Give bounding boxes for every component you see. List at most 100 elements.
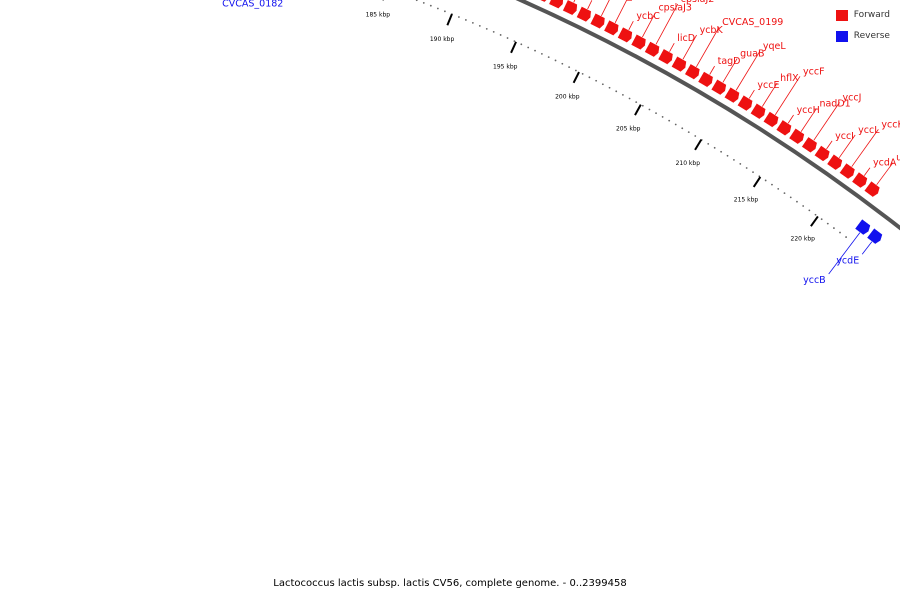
gene-leader-line bbox=[669, 42, 675, 53]
gene-feature[interactable] bbox=[562, 0, 578, 16]
gene-label: ycbC bbox=[636, 11, 660, 22]
minor-tick-dot bbox=[608, 86, 611, 89]
major-tick bbox=[694, 139, 703, 151]
gene-feature[interactable] bbox=[548, 0, 564, 9]
minor-tick-dot bbox=[622, 93, 624, 96]
legend-forward: Forward bbox=[835, 8, 890, 22]
gene-feature[interactable] bbox=[617, 26, 633, 43]
gene-feature[interactable] bbox=[788, 127, 805, 145]
gene-feature[interactable] bbox=[657, 48, 674, 65]
gene-leader-line bbox=[851, 129, 879, 168]
gene-leader-line bbox=[876, 162, 894, 186]
minor-tick-dot bbox=[674, 123, 677, 126]
minor-tick-dot bbox=[527, 46, 530, 49]
gene-feature[interactable] bbox=[644, 41, 660, 58]
gene-label: cpslaJ2 bbox=[681, 0, 715, 5]
gene-label: yccH bbox=[797, 105, 820, 116]
minor-tick-dot bbox=[485, 27, 488, 30]
gene-feature[interactable] bbox=[684, 63, 701, 80]
gene-feature[interactable] bbox=[775, 119, 792, 137]
gene-feature[interactable] bbox=[736, 94, 753, 112]
gene-leader-line bbox=[838, 134, 856, 159]
gene-label: yccL bbox=[858, 125, 880, 136]
gene-leader-line bbox=[787, 114, 794, 124]
gene-leader-line bbox=[722, 58, 738, 83]
minor-tick-dot bbox=[720, 150, 723, 153]
minor-tick-dot bbox=[499, 34, 502, 36]
minor-tick-dot bbox=[687, 131, 690, 134]
tick-label: 195 kbp bbox=[493, 64, 518, 71]
tick-label: 215 kbp bbox=[734, 197, 759, 204]
gene-feature[interactable] bbox=[866, 227, 883, 245]
gene-label: yccJ bbox=[843, 92, 862, 103]
gene-feature[interactable] bbox=[863, 180, 881, 198]
minor-tick-dot bbox=[492, 30, 495, 33]
gene-leader-line bbox=[863, 167, 871, 177]
minor-tick-dot bbox=[534, 49, 536, 52]
gene-leader-line bbox=[774, 76, 801, 116]
gene-feature[interactable] bbox=[576, 6, 592, 23]
gene-feature[interactable] bbox=[710, 78, 727, 96]
gene-label: hflX bbox=[780, 73, 799, 84]
gene-leader-line bbox=[709, 65, 715, 75]
tick-label: 210 kbp bbox=[676, 160, 701, 167]
major-ticks: 160 kbp165 kbp170 kbp175 kbp180 kbp185 k… bbox=[366, 0, 819, 243]
gene-label: guaB bbox=[740, 49, 764, 60]
tick-label: 200 kbp bbox=[555, 93, 580, 100]
gene-feature[interactable] bbox=[854, 218, 871, 236]
minor-tick-dot bbox=[443, 10, 446, 13]
gene-leader-line bbox=[813, 102, 840, 141]
tick-label: 205 kbp bbox=[616, 125, 641, 132]
major-tick bbox=[572, 71, 580, 84]
gene-label: CVCAS_0188 bbox=[595, 0, 656, 1]
minor-tick-dot bbox=[601, 83, 604, 86]
minor-tick-dot bbox=[648, 108, 651, 111]
gene-feature[interactable] bbox=[589, 12, 606, 29]
gene-feature[interactable] bbox=[826, 153, 843, 171]
minor-tick-dot bbox=[429, 4, 432, 7]
gene-feature[interactable] bbox=[535, 0, 550, 3]
gene-label: cpslaJ3 bbox=[658, 3, 692, 14]
minor-tick-dot bbox=[694, 135, 697, 137]
tick-label: 220 kbp bbox=[791, 236, 816, 243]
gene-feature[interactable] bbox=[697, 71, 714, 88]
minor-tick-dot bbox=[574, 69, 577, 72]
gene-feature[interactable] bbox=[801, 136, 818, 154]
gene-label: licD bbox=[677, 33, 695, 44]
gene-leader-line bbox=[735, 51, 761, 91]
gene-feature[interactable] bbox=[839, 162, 856, 180]
gene-leader-line bbox=[600, 0, 610, 17]
gene-feature[interactable] bbox=[749, 102, 767, 120]
gene-label: ycdE bbox=[836, 255, 859, 266]
legend-reverse-swatch bbox=[835, 30, 848, 42]
minor-tick-dot bbox=[833, 227, 835, 229]
gene-feature[interactable] bbox=[851, 171, 868, 189]
gene-features[interactable] bbox=[7, 0, 883, 245]
minor-tick-dot bbox=[808, 209, 811, 212]
minor-tick-dot bbox=[733, 158, 735, 161]
major-tick bbox=[510, 41, 517, 54]
minor-tick-dot bbox=[771, 183, 773, 186]
gene-leader-line bbox=[695, 26, 720, 68]
minor-tick-dot bbox=[655, 112, 657, 115]
gene-label: yccB bbox=[803, 275, 826, 286]
gene-feature[interactable] bbox=[762, 111, 779, 128]
gene-feature[interactable] bbox=[813, 145, 831, 162]
minor-tick-dot bbox=[745, 167, 748, 169]
minor-tick-dot bbox=[547, 56, 550, 59]
legend-forward-label: Forward bbox=[853, 10, 890, 20]
gene-feature[interactable] bbox=[630, 33, 647, 51]
minor-tick-dot bbox=[783, 192, 786, 195]
gene-feature[interactable] bbox=[671, 55, 687, 73]
gene-leader-line bbox=[826, 140, 833, 150]
minor-tick-dot bbox=[796, 200, 798, 203]
legend-forward-swatch bbox=[835, 9, 848, 21]
minor-tick-dot bbox=[713, 146, 716, 149]
gene-feature[interactable] bbox=[603, 19, 620, 36]
gene-feature[interactable] bbox=[723, 86, 740, 104]
minor-tick-dot bbox=[820, 218, 823, 221]
gene-label: yccK bbox=[881, 119, 900, 130]
minor-tick-dot bbox=[540, 53, 543, 55]
minor-tick-dot bbox=[568, 66, 571, 69]
